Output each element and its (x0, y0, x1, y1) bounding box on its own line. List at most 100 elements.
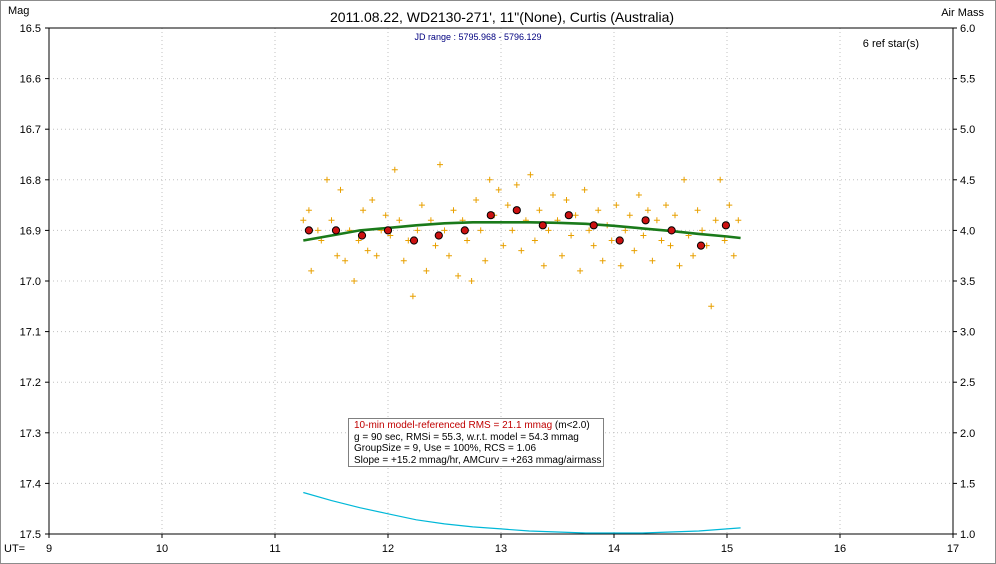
data-point (477, 227, 484, 234)
x-tick-label: 13 (495, 543, 507, 555)
data-point (527, 171, 534, 178)
data-point (635, 192, 642, 198)
data-point (473, 197, 480, 203)
y-tick-label: 16.5 (20, 23, 41, 35)
x-tick-label: 10 (156, 543, 168, 555)
data-point (644, 207, 651, 214)
data-point (337, 186, 344, 193)
data-point (726, 202, 733, 209)
data-point (300, 217, 307, 224)
y2-tick-label: 2.5 (960, 377, 975, 389)
data-point (355, 237, 362, 244)
data-point (409, 293, 416, 300)
data-point (690, 252, 697, 259)
y-tick-label: 17.4 (20, 478, 41, 490)
group-mean-point (589, 221, 598, 230)
observation-points (300, 161, 742, 310)
ref-stars-label: 6 ref star(s) (863, 38, 919, 50)
y2-tick-label: 1.0 (960, 529, 975, 541)
y-axis-label: Mag (8, 5, 29, 17)
group-mean-point (667, 226, 676, 235)
group-mean-point (696, 241, 706, 250)
group-means (304, 206, 731, 250)
model-curve (303, 221, 741, 242)
group-mean-point (409, 236, 419, 245)
data-point (486, 176, 493, 183)
group-mean-point (331, 226, 341, 235)
data-point (468, 278, 475, 284)
group-mean-point (564, 211, 573, 220)
data-point (360, 207, 367, 214)
y-tick-label: 17.1 (20, 327, 41, 339)
group-mean-point (486, 211, 495, 220)
data-point (324, 176, 330, 183)
x-tick-label: 9 (46, 543, 52, 555)
model-line (303, 221, 741, 242)
plot-border (48, 27, 954, 535)
y2-tick-labels: 6.0 5.5 5.0 4.5 4.0 3.5 3.0 2.5 2.0 1.5 1.0 (960, 23, 975, 541)
y2-tick-label: 5.5 (960, 74, 975, 86)
y2-tick-label: 6.0 (960, 23, 975, 35)
data-point (667, 242, 674, 249)
y-tick-label: 17.0 (20, 276, 41, 288)
data-point (308, 267, 315, 274)
data-point (414, 227, 421, 234)
y2-tick-label: 1.5 (960, 478, 975, 490)
jd-range-label: JD range : 5795.968 - 5796.129 (414, 32, 541, 42)
data-point (730, 252, 737, 259)
data-point (518, 247, 525, 254)
airmass-curve (303, 491, 741, 534)
data-point (495, 186, 502, 193)
data-point (595, 207, 602, 214)
data-point (572, 212, 579, 219)
data-point (712, 217, 719, 224)
x-tick-label: 17 (947, 543, 959, 555)
y-tick-label: 16.7 (20, 124, 41, 136)
data-point (581, 186, 588, 193)
y2-tick-label: 2.0 (960, 428, 975, 440)
data-point (314, 227, 321, 234)
data-point (396, 217, 403, 224)
group-mean-point (357, 231, 367, 240)
data-point (676, 262, 683, 269)
y-tick-label: 17.5 (20, 529, 41, 541)
stats-line-4: Slope = +15.2 mmag/hr, AMCurv = +263 mma… (354, 454, 602, 466)
data-point (391, 166, 398, 173)
group-mean-point (641, 216, 650, 225)
y2-tick-label: 3.5 (960, 276, 975, 288)
data-point (455, 272, 462, 279)
y2-tick-label: 5.0 (960, 124, 975, 136)
chart-title: 2011.08.22, WD2130-271', 11"(None), Curt… (330, 9, 674, 25)
group-mean-point (538, 221, 547, 230)
data-point (504, 202, 511, 209)
data-point (681, 176, 688, 183)
group-mean-point (512, 206, 521, 215)
data-point (694, 207, 701, 214)
data-point (400, 257, 407, 264)
group-mean-point (434, 231, 443, 240)
y-tick-label: 16.6 (20, 74, 41, 86)
x-tick-label: 12 (382, 543, 394, 555)
data-point (382, 212, 389, 219)
data-point (717, 176, 724, 183)
x-axis-label: UT= (4, 543, 25, 555)
data-point (640, 232, 647, 239)
data-point (631, 247, 638, 254)
data-point (464, 237, 471, 244)
data-point (545, 227, 552, 234)
data-point (653, 217, 660, 224)
group-mean-point (304, 226, 313, 235)
data-point (509, 227, 516, 234)
data-point (418, 202, 425, 209)
x-tick-label: 14 (608, 543, 620, 555)
data-point (649, 257, 656, 264)
data-point (432, 242, 439, 249)
data-point (369, 197, 376, 203)
data-point (577, 267, 584, 274)
data-point (531, 237, 538, 244)
data-point (513, 181, 520, 188)
data-point (563, 197, 570, 203)
data-point (658, 237, 665, 244)
data-point (450, 207, 457, 214)
y2-axis-label: Air Mass (941, 7, 984, 19)
